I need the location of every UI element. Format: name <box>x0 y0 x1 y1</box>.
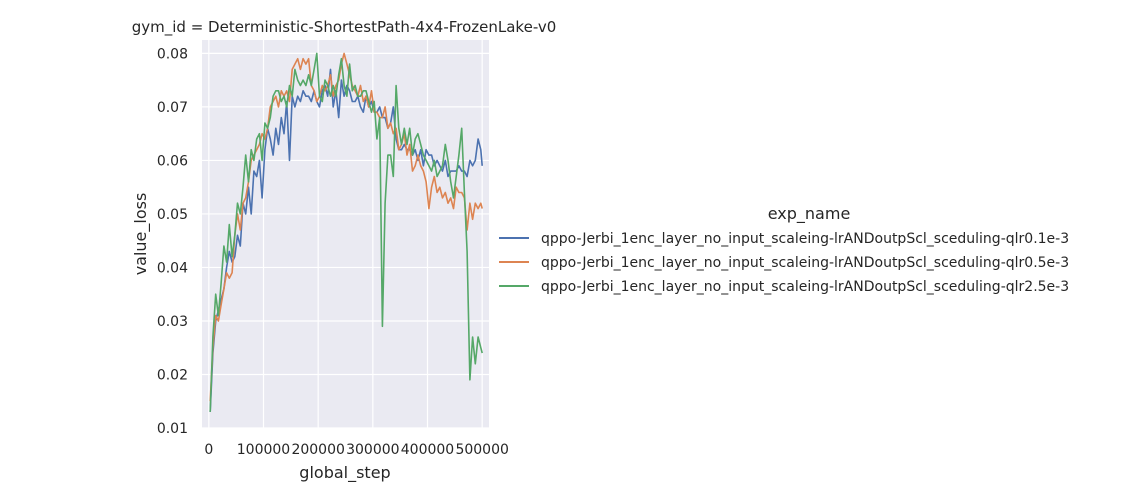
y-tick-label: 0.03 <box>157 314 188 330</box>
x-tick-label: 200000 <box>291 442 344 458</box>
x-tick-label: 100000 <box>237 442 290 458</box>
x-tick-label: 300000 <box>346 442 399 458</box>
legend-entry-1: qppo-Jerbi_1enc_layer_no_input_scaleing-… <box>541 231 1069 247</box>
y-tick-label: 0.02 <box>157 367 188 383</box>
x-axis-ticks: 0 100000 200000 300000 400000 500000 <box>204 442 509 458</box>
y-axis-label: value_loss <box>131 193 151 276</box>
legend-title: exp_name <box>768 204 851 224</box>
chart-title: gym_id = Deterministic-ShortestPath-4x4-… <box>132 18 557 37</box>
x-axis-label: global_step <box>299 463 390 483</box>
plot-area <box>202 40 489 428</box>
x-tick-label: 500000 <box>455 442 508 458</box>
y-tick-label: 0.08 <box>157 46 188 62</box>
y-axis-ticks: 0.01 0.02 0.03 0.04 0.05 0.06 0.07 0.08 <box>157 46 188 437</box>
y-tick-label: 0.07 <box>157 100 188 116</box>
y-tick-label: 0.06 <box>157 153 188 169</box>
series-line-1 <box>209 68 483 412</box>
legend: exp_name qppo-Jerbi_1enc_layer_no_input_… <box>499 204 1069 295</box>
x-tick-label: 0 <box>204 442 213 458</box>
series-lines <box>209 52 483 412</box>
legend-entry-2: qppo-Jerbi_1enc_layer_no_input_scaleing-… <box>541 255 1069 271</box>
y-tick-label: 0.04 <box>157 260 188 276</box>
x-tick-label: 400000 <box>401 442 454 458</box>
y-tick-label: 0.01 <box>157 421 188 437</box>
series-line-3 <box>209 52 483 412</box>
y-tick-label: 0.05 <box>157 207 188 223</box>
legend-entry-3: qppo-Jerbi_1enc_layer_no_input_scaleing-… <box>541 279 1069 295</box>
